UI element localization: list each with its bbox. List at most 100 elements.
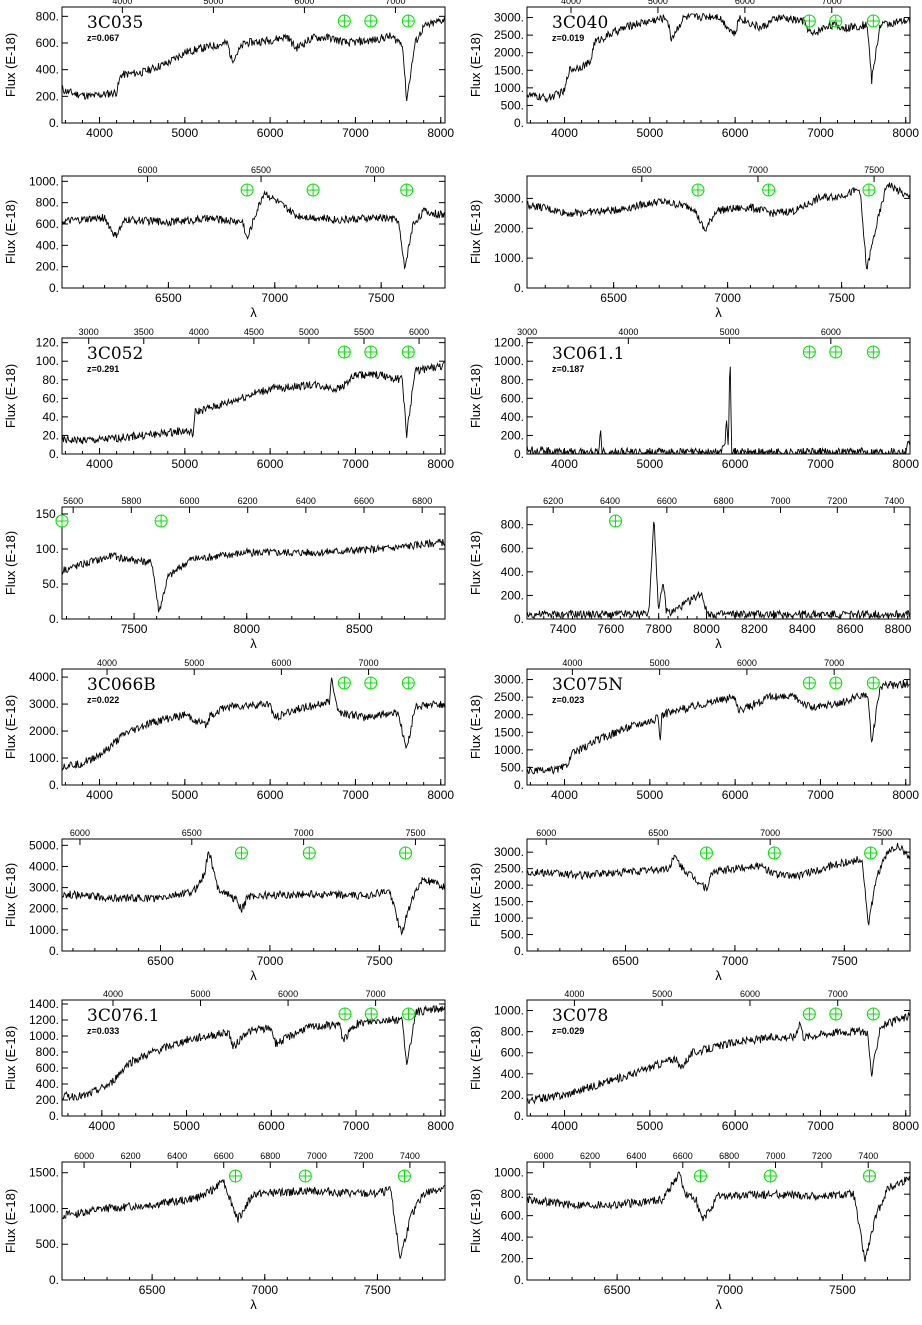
y-tick-label: 600. (501, 1209, 524, 1223)
y-tick-label: 4000. (29, 670, 59, 684)
x-tick-label: 8000 (892, 788, 919, 802)
y-tick-label: 1000. (494, 1166, 524, 1180)
spectrum-line (527, 366, 910, 454)
x-tick-label: 6000 (722, 1119, 749, 1133)
y-tick-label: 2500. (494, 28, 524, 42)
spectrum-line (62, 190, 445, 271)
y-axis-label: Flux (E-18) (468, 364, 483, 428)
top-x-tick-label: 6000 (138, 165, 158, 175)
y-tick-label: 2000. (29, 902, 59, 916)
x-tick-label: 6500 (139, 1283, 166, 1297)
spectrum-line (527, 842, 910, 926)
y-tick-label: 1000. (494, 354, 524, 368)
top-x-tick-label: 5800 (121, 496, 141, 506)
y-tick-label: 1500. (494, 63, 524, 77)
y-tick-label: 0. (49, 944, 59, 958)
x-axis-label: λ (250, 968, 257, 983)
x-tick-label: 7500 (368, 291, 395, 305)
top-x-tick-label: 7400 (884, 496, 904, 506)
y-tick-label: 1000. (494, 251, 524, 265)
x-tick-label: 7500 (828, 291, 855, 305)
y-axis-label: Flux (E-18) (468, 1026, 483, 1090)
y-tick-label: 400. (501, 1230, 524, 1244)
top-x-tick-label: 5000 (720, 327, 740, 337)
panel-3c066b-full: 4000 5000 6000 7000 8000 4000 5000 6000 7000 0. 10… (3, 658, 454, 802)
y-tick-label: 200. (36, 89, 59, 103)
y-tick-label: 1000. (29, 1201, 59, 1215)
x-tick-label: 8000 (427, 126, 454, 140)
panel-3c052-zoom: 7500 8000 8500 5600 5800 6000 6200 6400 6600 6800… (3, 496, 446, 651)
top-x-tick-label: 6600 (214, 1151, 234, 1161)
y-tick-label: 800. (501, 373, 524, 387)
top-x-tick-label: 7000 (385, 0, 405, 6)
top-x-tick-label: 5000 (650, 658, 670, 668)
top-x-tick-label: 6400 (167, 1151, 187, 1161)
x-tick-label: 6500 (155, 291, 182, 305)
x-tick-label: 5000 (636, 1119, 663, 1133)
top-x-tick-label: 6000 (70, 828, 90, 838)
y-tick-label: 200. (36, 260, 59, 274)
top-x-tick-label: 3000 (517, 327, 537, 337)
redshift-label: z=0.187 (552, 364, 584, 374)
source-name: 3C066B (87, 675, 156, 695)
x-tick-label: 5000 (171, 126, 198, 140)
y-tick-label: 400. (36, 63, 59, 77)
top-x-tick-label: 6600 (673, 1151, 693, 1161)
y-tick-label: 1000. (494, 81, 524, 95)
x-tick-label: 5000 (636, 457, 663, 471)
top-x-tick-label: 6000 (180, 496, 200, 506)
spectrum-line (62, 677, 445, 771)
top-x-tick-label: 7400 (400, 1151, 420, 1161)
top-x-tick-label: 7200 (812, 1151, 832, 1161)
y-tick-label: 2500. (494, 862, 524, 876)
top-x-tick-label: 4000 (103, 989, 123, 999)
y-tick-label: 600. (501, 541, 524, 555)
y-tick-label: 5000. (29, 838, 59, 852)
x-tick-label: 7000 (342, 126, 369, 140)
y-tick-label: 100. (36, 354, 59, 368)
top-x-tick-label: 4500 (244, 327, 264, 337)
y-axis-label: Flux (E-18) (468, 33, 483, 97)
x-tick-label: 8000 (892, 1119, 919, 1133)
y-tick-label: 200. (501, 1252, 524, 1266)
x-tick-label: 6000 (722, 457, 749, 471)
y-tick-label: 400. (36, 1077, 59, 1091)
y-axis-label: Flux (E-18) (3, 364, 18, 428)
y-tick-label: 1000. (29, 174, 59, 188)
x-tick-label: 6000 (722, 788, 749, 802)
x-tick-label: 7000 (342, 457, 369, 471)
y-tick-label: 0. (49, 447, 59, 461)
y-tick-label: 400. (501, 565, 524, 579)
x-tick-label: 4000 (551, 788, 578, 802)
source-name: 3C052 (87, 344, 143, 364)
y-axis-label: Flux (E-18) (3, 863, 18, 927)
x-tick-label: 7500 (829, 1283, 856, 1297)
y-axis-label: Flux (E-18) (468, 531, 483, 595)
x-tick-label: 7800 (645, 622, 672, 636)
top-x-tick-label: 6000 (534, 1151, 554, 1161)
top-x-tick-label: 7200 (353, 1151, 373, 1161)
redshift-label: z=0.023 (552, 695, 584, 705)
x-tick-label: 6500 (604, 1283, 631, 1297)
spectrum-line (62, 1179, 445, 1259)
x-tick-label: 6000 (258, 1119, 285, 1133)
top-x-tick-label: 7000 (828, 989, 848, 999)
x-tick-label: 7000 (257, 954, 284, 968)
top-x-tick-label: 6000 (271, 658, 291, 668)
redshift-label: z=0.033 (87, 1026, 119, 1036)
y-axis-label: Flux (E-18) (3, 1189, 18, 1253)
y-axis-label: Flux (E-18) (468, 695, 483, 759)
y-tick-label: 500. (501, 928, 524, 942)
y-tick-label: 2000. (29, 724, 59, 738)
x-tick-label: 8000 (233, 622, 260, 636)
y-tick-label: 1500. (494, 725, 524, 739)
y-tick-label: 400. (501, 410, 524, 424)
top-x-tick-label: 6600 (354, 496, 374, 506)
top-x-tick-label: 6500 (182, 828, 202, 838)
plot-frame (61, 506, 446, 620)
top-x-tick-label: 4000 (112, 0, 132, 6)
top-x-tick-label: 7000 (824, 658, 844, 668)
top-x-tick-label: 4000 (97, 658, 117, 668)
panel-3c040-zoom: 6500 7000 7500 6500 7000 7500 0. 1000. 2000. 3000… (468, 165, 911, 320)
